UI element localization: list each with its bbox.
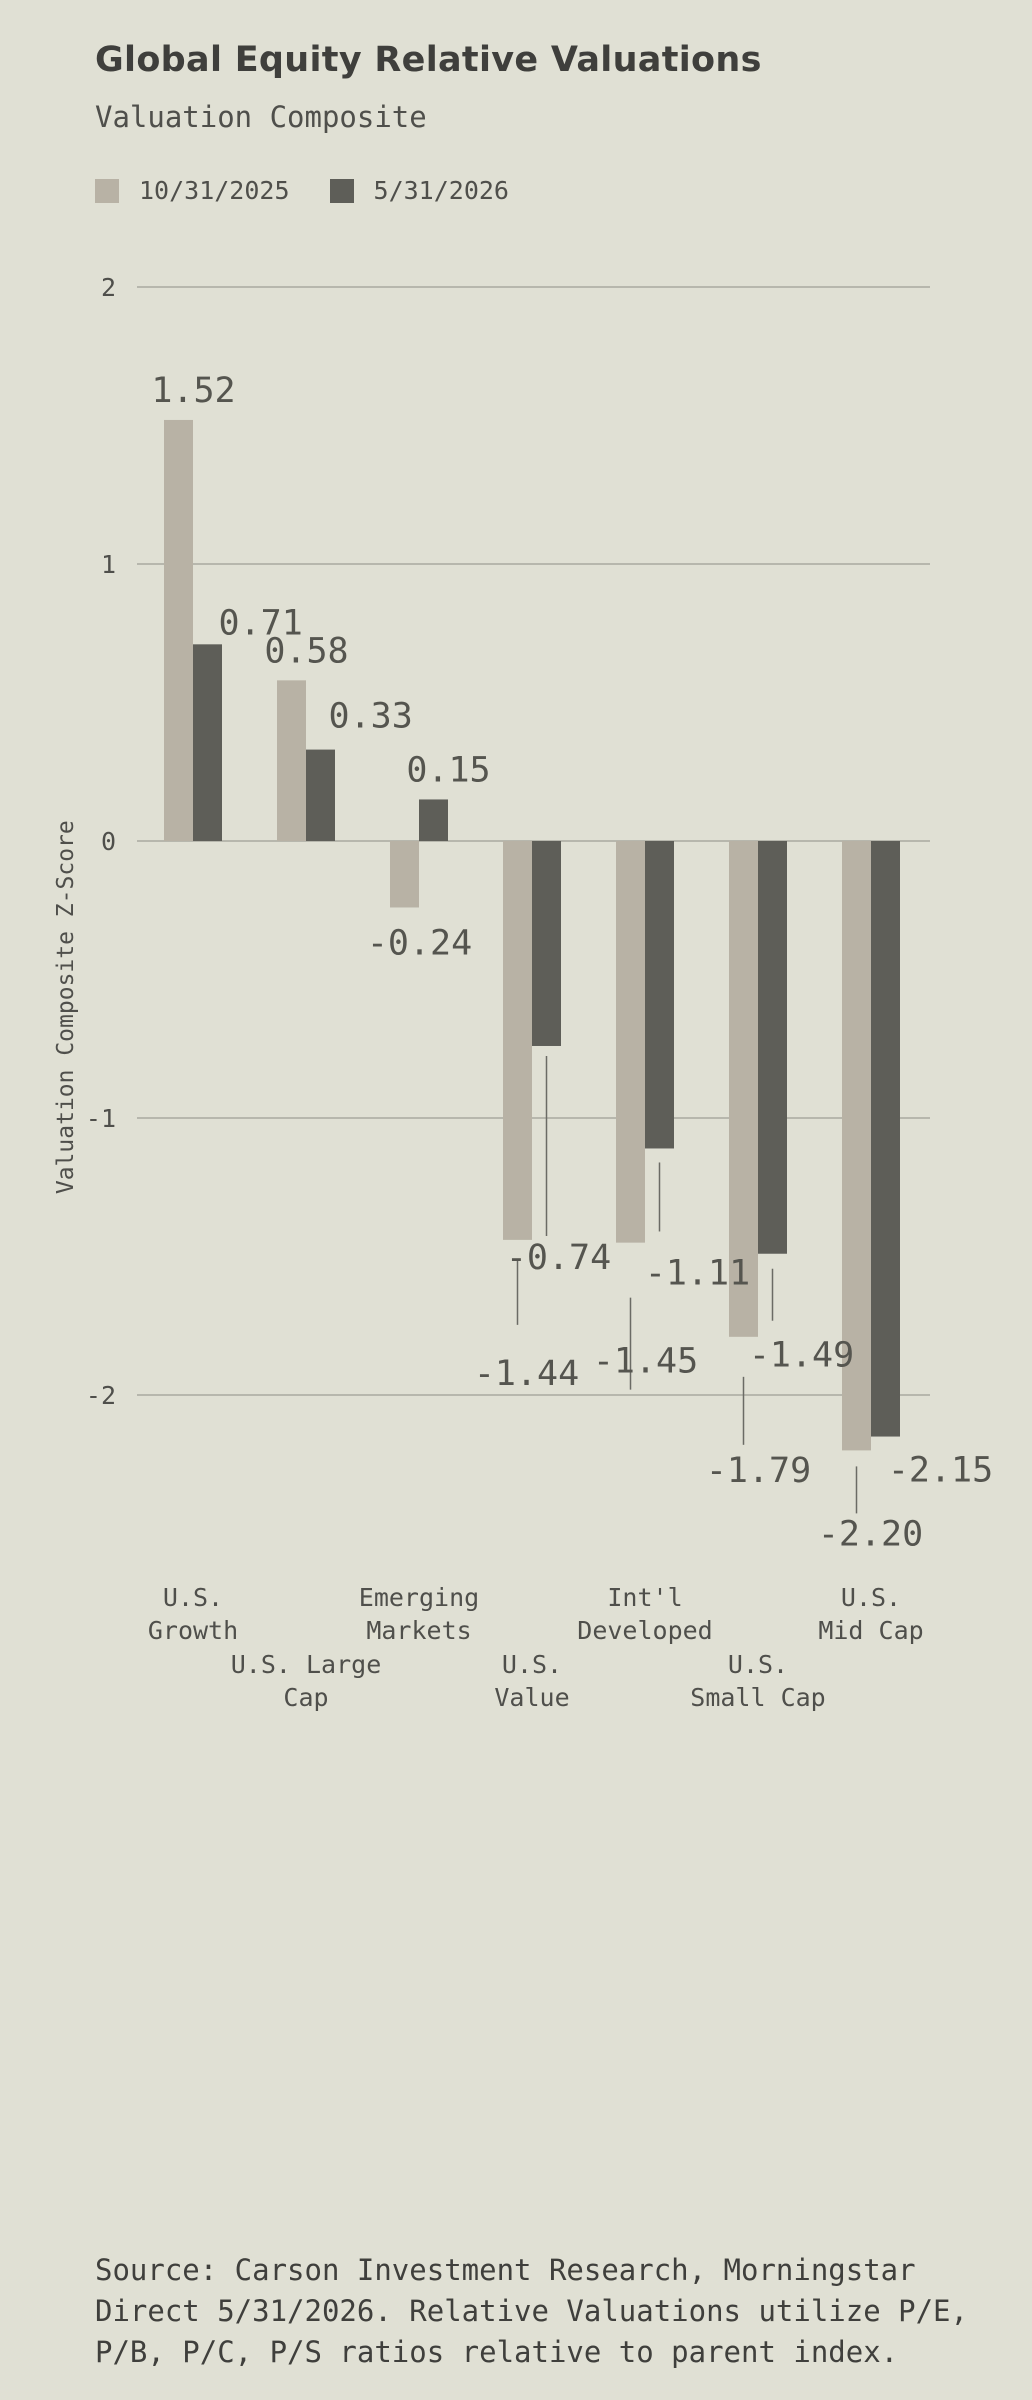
data-label-1-7: -2.20 — [818, 1514, 923, 1554]
bar-2-4 — [532, 841, 561, 1046]
bar-2-1 — [193, 644, 222, 841]
bar-2-5 — [645, 841, 674, 1149]
data-label-1-4: -1.44 — [474, 1354, 579, 1394]
data-label-2-7: -2.15 — [888, 1451, 993, 1491]
category-label-3: Markets — [366, 1616, 471, 1645]
category-label-2: Cap — [283, 1683, 328, 1712]
data-label-2-3: 0.15 — [406, 750, 490, 790]
data-label-1-2: 0.58 — [264, 631, 348, 671]
bar-2-6 — [758, 841, 787, 1254]
y-tick-label: -2 — [86, 1381, 116, 1410]
category-label-7: U.S. — [841, 1583, 901, 1612]
category-label-1: U.S. — [163, 1583, 223, 1612]
bar-2-7 — [871, 841, 900, 1437]
bar-1-4 — [503, 841, 532, 1240]
bar-chart: 2 1 0 -1 -2 Valuation Composite Z-Score 1.52 0.… — [53, 273, 993, 1712]
legend-swatch-series-1 — [95, 178, 119, 203]
data-label-2-4: -0.74 — [506, 1238, 611, 1278]
legend-label-series-1: 10/31/2025 — [139, 176, 290, 205]
bar-1-6 — [729, 841, 758, 1337]
y-tick-label: 0 — [101, 827, 116, 856]
bar-2-3 — [419, 799, 448, 841]
data-label-2-6: -1.49 — [749, 1336, 854, 1376]
category-label-1: Growth — [148, 1616, 238, 1645]
legend-item-series-2: 5/31/2026 — [329, 176, 509, 205]
chart-title: Global Equity Relative Valuations — [95, 40, 762, 80]
category-label-6: U.S. — [728, 1650, 788, 1679]
bar-1-1 — [164, 419, 193, 841]
y-tick-label: -1 — [86, 1104, 116, 1133]
bar-1-7 — [842, 841, 871, 1451]
category-label-5: Int'l — [607, 1583, 682, 1612]
y-tick-label: 1 — [101, 550, 116, 579]
category-label-6: Small Cap — [690, 1683, 825, 1712]
legend-item-series-1: 10/31/2025 — [95, 176, 290, 205]
data-label-2-2: 0.33 — [329, 697, 413, 737]
legend: 10/31/2025 5/31/2026 — [95, 176, 549, 205]
y-tick-label: 2 — [101, 273, 116, 302]
y-axis-label: Valuation Composite Z-Score — [53, 820, 79, 1194]
category-label-5: Developed — [577, 1616, 712, 1645]
category-label-3: Emerging — [359, 1583, 479, 1612]
category-label-4: U.S. — [502, 1650, 562, 1679]
category-label-4: Value — [494, 1683, 569, 1712]
data-label-2-5: -1.11 — [645, 1253, 750, 1293]
data-label-1-6: -1.79 — [706, 1451, 811, 1491]
data-label-1-1: 1.52 — [151, 371, 235, 411]
category-label-7: Mid Cap — [818, 1616, 923, 1645]
bar-1-3 — [390, 841, 419, 908]
chart-subtitle: Valuation Composite — [95, 100, 427, 134]
source-note: Source: Carson Investment Research, Morn… — [95, 2253, 968, 2369]
legend-swatch-series-2 — [329, 178, 354, 203]
bar-1-5 — [616, 841, 645, 1243]
bar-1-2 — [277, 680, 306, 841]
bar-2-2 — [306, 749, 335, 841]
legend-label-series-2: 5/31/2026 — [373, 176, 509, 205]
data-label-1-3: -0.24 — [367, 923, 472, 963]
data-label-1-5: -1.45 — [593, 1342, 698, 1382]
category-label-2: U.S. Large — [231, 1650, 382, 1679]
data-label-2-1: 0.71 — [219, 603, 303, 643]
